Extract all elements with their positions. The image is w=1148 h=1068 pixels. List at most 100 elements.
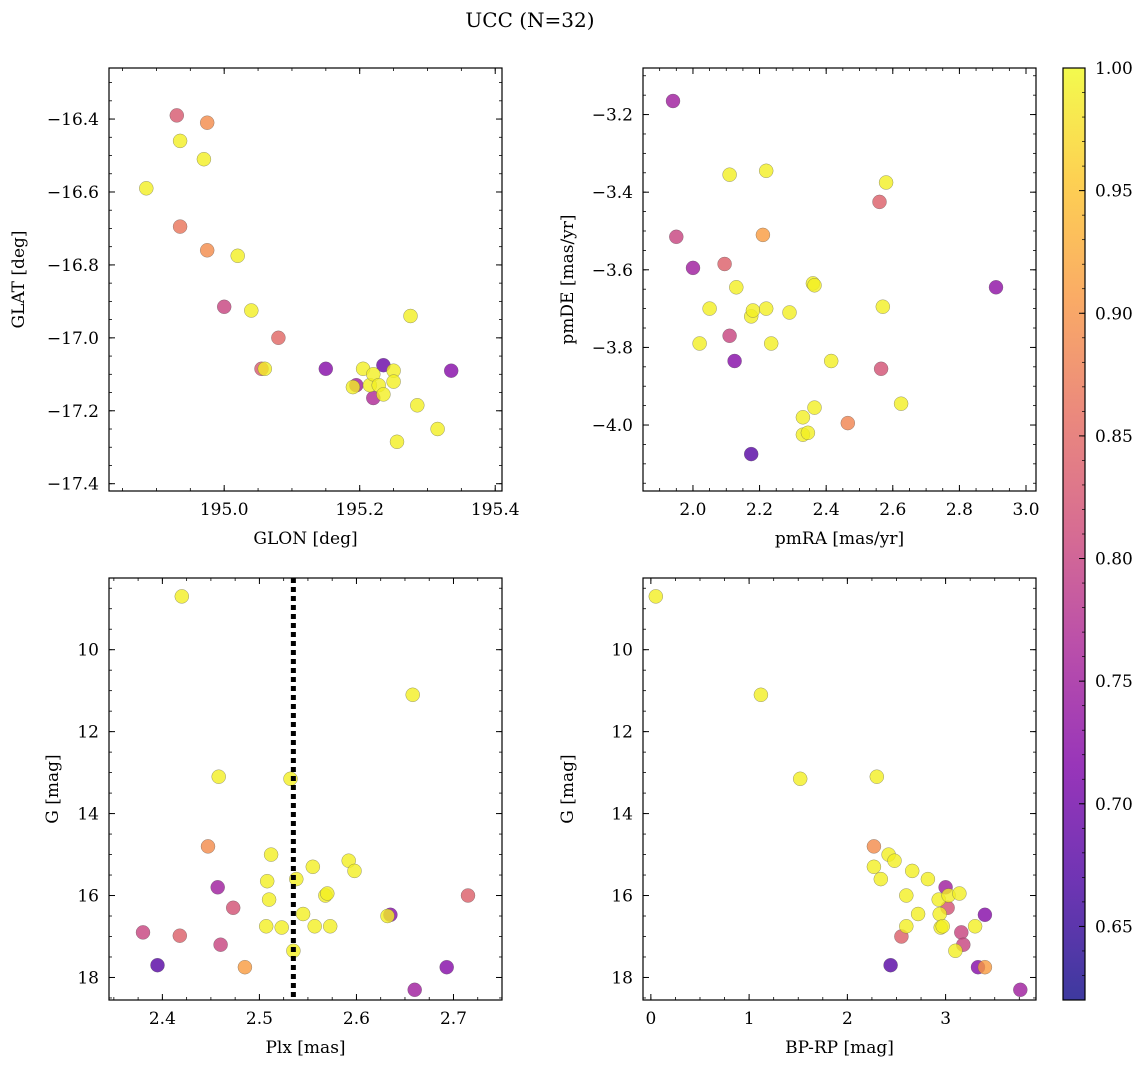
scatter-point <box>758 163 774 179</box>
scatter-point <box>869 769 885 784</box>
y-ticks: −16.4 −16.6 −16.8 −17.0 −17.2 −17.4 <box>47 110 502 495</box>
scatter-point <box>948 943 963 959</box>
panel-glon-glat: 195.0 195.2 195.4 −16.4 −16.6 −16.8 −17.0 −17.2… <box>9 67 520 549</box>
scatter-point <box>685 260 701 276</box>
scatter-point <box>988 280 1004 295</box>
y-tick-label: 16 <box>611 887 633 907</box>
scatter-point <box>213 937 228 952</box>
scatter-point <box>669 229 684 245</box>
scatter-point <box>702 301 717 316</box>
scatter-point <box>200 839 216 854</box>
y-tick-label: −16.6 <box>47 183 99 203</box>
scatter-point <box>274 920 289 935</box>
scatter-point <box>866 859 882 875</box>
panels: 195.0 195.2 195.4 −16.4 −16.6 −16.8 −17.0 −17.2… <box>9 67 1040 1058</box>
scatter-point <box>199 243 215 258</box>
scatter-point <box>729 280 744 295</box>
scatter-point <box>665 93 681 109</box>
scatter-points <box>648 589 1028 998</box>
scatter-point <box>230 248 245 264</box>
scatter-point <box>320 886 335 901</box>
y-axis-label: G [mag] <box>43 754 63 823</box>
scatter-point <box>405 687 420 703</box>
x-tick-label: 195.2 <box>335 500 384 520</box>
scatter-point <box>840 415 856 431</box>
x-tick-label: 195.4 <box>471 500 520 520</box>
scatter-point <box>866 839 882 854</box>
scatter-point <box>875 299 891 314</box>
y-tick-label: −17.2 <box>47 402 99 422</box>
scatter-point <box>954 925 969 940</box>
scatter-point <box>823 353 839 369</box>
y-ticks: 10 12 14 16 18 <box>611 641 1036 988</box>
scatter-point <box>460 888 476 903</box>
x-tick-label: 2.6 <box>879 500 906 520</box>
scatter-point <box>389 434 405 450</box>
scatter-point <box>753 687 769 703</box>
y-tick-label: −3.2 <box>592 106 633 126</box>
colorbar-tick-label: 0.80 <box>1095 550 1133 570</box>
x-tick-label: 195.0 <box>200 500 249 520</box>
axes-frame <box>108 577 503 1001</box>
y-ticks: −3.2 −3.4 −3.6 −3.8 −4.0 <box>592 106 1036 436</box>
x-ticks: 2.0 2.2 2.4 2.6 2.8 3.0 <box>679 68 1040 520</box>
colorbar-tick-label: 0.65 <box>1095 917 1133 937</box>
scatter-point <box>873 871 889 887</box>
scatter-point <box>745 303 761 318</box>
scatter-point <box>211 769 226 784</box>
scatter-point <box>172 219 188 234</box>
panel-plx-g: 2.4 2.5 2.6 2.7 10 12 14 16 18 Plx [mas] G [mag] <box>43 577 503 1058</box>
scatter-point <box>261 892 277 907</box>
scatter-point <box>196 151 212 167</box>
plot-area <box>643 578 1036 1000</box>
y-axis-label: G [mag] <box>558 754 578 823</box>
colorbar-tick-label: 0.85 <box>1095 427 1133 447</box>
scatter-point <box>717 256 732 272</box>
scatter-point <box>347 863 362 879</box>
colorbar-tick-label: 0.95 <box>1095 182 1133 202</box>
scatter-point <box>244 303 259 318</box>
scatter-point <box>977 907 993 923</box>
scatter-point <box>237 959 253 975</box>
scatter-point <box>758 301 774 316</box>
scatter-point <box>216 299 232 315</box>
scatter-point <box>172 133 188 149</box>
axes-frame <box>108 67 503 492</box>
y-tick-label: 10 <box>611 641 633 661</box>
scatter-point <box>439 959 454 975</box>
axes-frame <box>642 67 1037 492</box>
panel-pmra-pmde: 2.0 2.2 2.4 2.6 2.8 3.0 −3.2 −3.4 −3.6 −3.8 −4.0 pm… <box>558 67 1040 549</box>
scatter-point <box>782 305 797 320</box>
scatter-point <box>932 906 947 922</box>
x-axis-label: pmRA [mas/yr] <box>775 529 904 549</box>
scatter-points <box>665 93 1004 462</box>
scatter-point <box>648 589 664 604</box>
scatter-point <box>257 361 273 377</box>
y-axis-label: GLAT [deg] <box>9 230 29 328</box>
scatter-point <box>174 589 190 604</box>
scatter-point <box>322 919 338 934</box>
scatter-point <box>910 906 926 922</box>
scatter-point <box>763 336 779 351</box>
y-axis-label: pmDE [mas/yr] <box>558 214 578 344</box>
scatter-point <box>807 400 822 415</box>
axes-frame <box>642 577 1037 1001</box>
y-tick-label: −17.4 <box>47 475 99 495</box>
scatter-point <box>920 871 936 887</box>
scatter-point <box>807 278 822 293</box>
scatter-point <box>727 353 742 369</box>
scatter-point <box>225 900 241 916</box>
scatter-point <box>376 387 391 402</box>
scatter-point <box>692 336 707 351</box>
y-tick-label: 14 <box>611 805 633 825</box>
x-tick-label: 2.4 <box>813 500 840 520</box>
x-ticks: 0 1 2 3 <box>645 578 951 1029</box>
scatter-point <box>443 363 459 378</box>
y-tick-label: −16.8 <box>47 256 99 276</box>
colorbar-tick-label: 0.90 <box>1095 304 1133 324</box>
x-tick-label: 2.7 <box>440 1009 467 1029</box>
x-tick-label: 2 <box>842 1009 853 1029</box>
scatter-point <box>380 908 395 924</box>
scatter-point <box>283 771 298 787</box>
scatter-point <box>210 880 225 895</box>
